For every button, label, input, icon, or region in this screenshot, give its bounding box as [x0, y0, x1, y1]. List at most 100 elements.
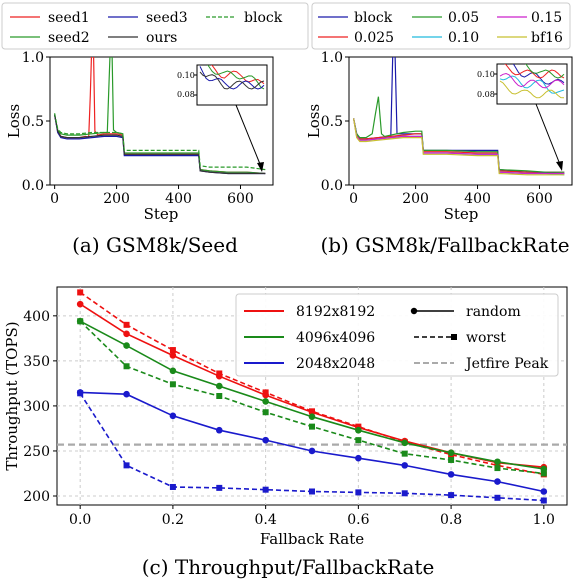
ytick-b-0: 0.0: [321, 178, 343, 194]
point-c-4096x4096-worst-2: [169, 381, 176, 388]
point-c-4096x4096-worst-5: [309, 423, 315, 430]
ticks-a: 0 200 400 600 0.0 0.5 1.0: [22, 50, 254, 207]
inset-b-0.15-line: [499, 72, 565, 89]
point-c-2048x2048-random-9: [494, 478, 501, 485]
ytick-b-2: 1.0: [321, 50, 343, 66]
inset-b-bf16-line: [499, 80, 565, 99]
point-c-4096x4096-worst-10: [540, 470, 547, 477]
point-c-2048x2048-worst-5: [309, 488, 315, 495]
legend-c-worst-label: worst: [466, 330, 506, 346]
ytick-b-1: 0.5: [321, 114, 343, 130]
legend-b-0.025-label: 0.025: [354, 30, 394, 46]
xtick-b-1: 200: [402, 191, 429, 207]
point-c-4096x4096-worst-4: [262, 409, 269, 416]
point-c-2048x2048-worst-2: [169, 483, 176, 490]
xtick-a-0: 0: [50, 191, 59, 207]
legend-b-0.05-label: 0.05: [448, 10, 479, 26]
point-c-8192x8192-worst-2: [169, 347, 176, 354]
point-c-8192x8192-worst-4: [262, 389, 269, 396]
point-c-4096x4096-random-3: [215, 382, 223, 390]
inset-a-seed2-line: [207, 65, 265, 90]
ytick-a-0: 0.0: [22, 178, 44, 194]
point-c-4096x4096-worst-3: [216, 393, 223, 399]
legend-b-0.10-label: 0.10: [448, 30, 479, 46]
xtick-c-3: 0.6: [347, 512, 369, 528]
inset-b-arrow: [535, 103, 562, 168]
ytick-c-0: 200: [23, 489, 50, 505]
inset-a: 0.10 0.08: [177, 64, 268, 172]
legend-a: seed1 seed3 block seed2 ours: [1, 2, 309, 50]
point-c-4096x4096-random-4: [262, 398, 269, 405]
point-c-4096x4096-worst-8: [448, 456, 455, 463]
legend-a-ours-label: ours: [146, 30, 177, 46]
legend-a-seed3-label: seed3: [146, 10, 188, 26]
series-b-0.025-line: [353, 118, 565, 173]
ylabel-c: Throughput (TOPS): [3, 321, 21, 470]
point-c-2048x2048-worst-7: [401, 490, 408, 497]
xlabel-c: Fallback Rate: [260, 530, 364, 548]
ytick-c-1: 250: [23, 444, 50, 460]
ytick-c-4: 400: [23, 309, 50, 325]
caption-a: (a) GSM8k/Seed: [72, 233, 238, 257]
ylabel-b: Loss: [305, 104, 323, 138]
point-c-4096x4096-worst-7: [401, 450, 408, 457]
inset-a-series: [199, 65, 265, 90]
ytick-c-2: 300: [23, 399, 50, 415]
ytick-c-3: 350: [23, 354, 50, 370]
point-c-2048x2048-random-10: [540, 488, 548, 495]
series-a-ours-line: [54, 114, 266, 175]
inset-a-arrowhead: [257, 162, 264, 172]
point-c-2048x2048-random-4: [262, 436, 269, 444]
point-c-8192x8192-random-2: [169, 352, 177, 359]
point-c-2048x2048-random-5: [308, 447, 316, 455]
series-b-bf16-line: [353, 118, 565, 176]
legend-c-2048-label: 2048x2048: [296, 356, 375, 372]
legend-b-0.15-label: 0.15: [531, 10, 562, 26]
point-c-2048x2048-random-8: [447, 471, 455, 478]
point-c-4096x4096-random-6: [355, 426, 362, 434]
legend-a-block-label: block: [244, 10, 283, 26]
point-c-4096x4096-worst-0: [77, 318, 84, 325]
ytick-a-2: 1.0: [22, 50, 44, 66]
series-a: [54, 57, 266, 175]
series-a-seed3-line: [54, 114, 266, 175]
legend-c-random-label: random: [466, 304, 521, 320]
point-c-8192x8192-random-0: [76, 300, 84, 308]
legend-a-seed2-label: seed2: [48, 30, 90, 46]
xtick-a-1: 200: [103, 191, 130, 207]
point-c-2048x2048-worst-3: [216, 484, 223, 491]
legend-b: block 0.05 0.15 0.025 0.10 bf16: [311, 2, 571, 50]
series-a-block-dashed-line: [54, 113, 266, 171]
inset-a-seed3-line: [199, 66, 265, 90]
chart-c: 0.0 0.2 0.4 0.6 0.8 1.0 200 250 300 350 400 8192x8…: [3, 286, 568, 579]
point-c-4096x4096-random-7: [401, 439, 409, 447]
point-c-4096x4096-worst-6: [355, 437, 362, 444]
series-b-0.15-line: [353, 118, 565, 175]
ticks-b: 0 200 400 600 0.0 0.5 1.0: [321, 50, 553, 207]
point-c-8192x8192-random-1: [123, 330, 130, 338]
inset-a-arrow: [235, 104, 263, 170]
point-c-4096x4096-random-9: [494, 458, 501, 466]
point-c-2048x2048-random-1: [123, 390, 130, 398]
point-c-4096x4096-random-2: [169, 367, 177, 375]
xtick-b-3: 600: [526, 191, 553, 207]
point-c-4096x4096-random-1: [123, 342, 130, 349]
inset-a-seed1-line: [211, 65, 265, 85]
legend-a-seed1-label: seed1: [48, 10, 90, 26]
xtick-c-1: 0.2: [162, 512, 184, 528]
xtick-a-3: 600: [227, 191, 254, 207]
point-c-2048x2048-worst-1: [123, 462, 130, 469]
point-c-4096x4096-random-5: [308, 413, 316, 421]
series-b: [353, 57, 565, 176]
legend-c-jetfire-label: Jetfire Peak: [464, 356, 549, 372]
chart-a: seed1 seed3 block seed2 ours 0 200 400 6000…: [1, 2, 309, 257]
legend-c-random-marker: [410, 307, 418, 315]
point-c-2048x2048-worst-8: [448, 492, 455, 499]
point-c-8192x8192-worst-1: [123, 321, 130, 328]
ticks-c: 0.0 0.2 0.4 0.6 0.8 1.0 200 250 300 350 400: [23, 309, 555, 528]
inset-b-0.05-line: [525, 64, 565, 79]
point-c-8192x8192-worst-5: [309, 408, 315, 415]
series-b-0.05-line: [353, 96, 565, 173]
point-c-2048x2048-worst-6: [355, 489, 362, 496]
